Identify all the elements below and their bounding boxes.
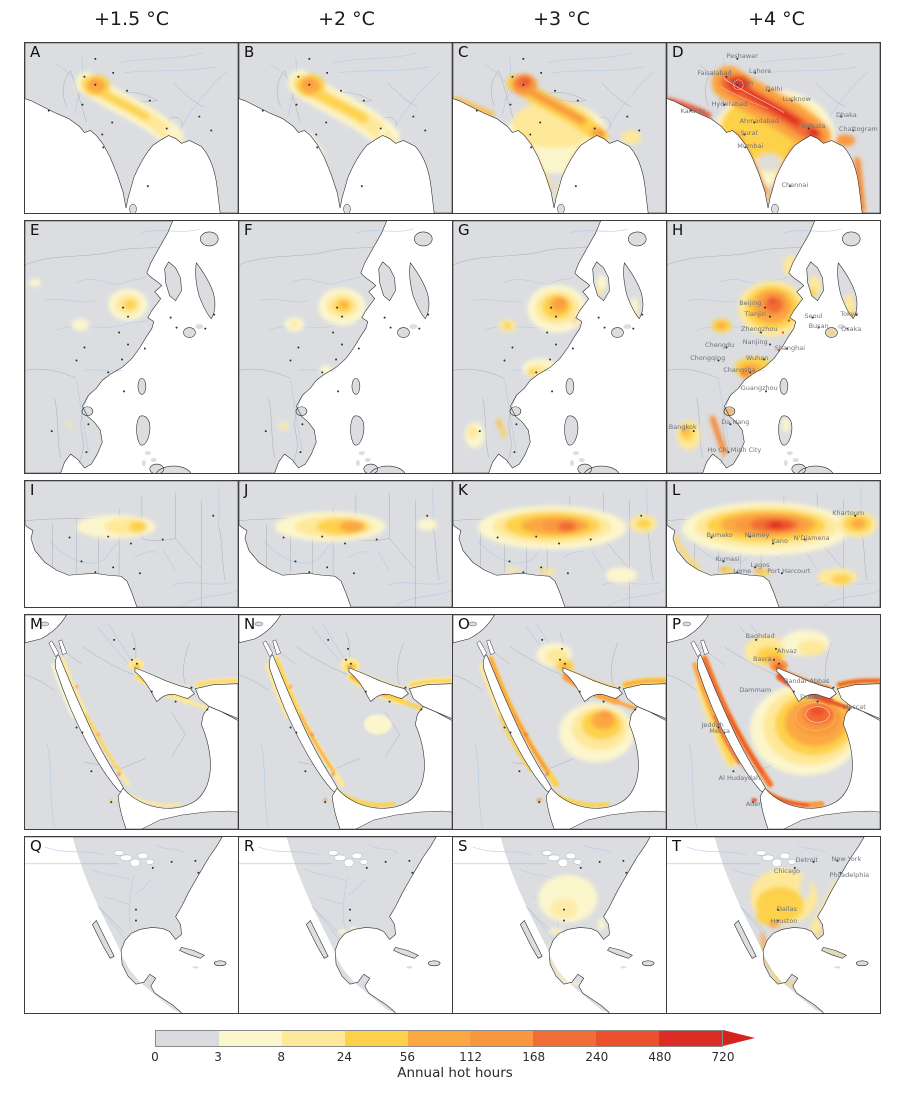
colorbar-ticks: 0 3 8 24 56 112 168 240 480 720 bbox=[151, 1050, 735, 1064]
panel-c: C bbox=[452, 42, 667, 214]
panel-p: Baghdad Ahvaz Basra Bandar Abbas Dammam Dubai… bbox=[666, 614, 881, 830]
panel-f: F bbox=[238, 220, 453, 474]
panel-i: I bbox=[24, 480, 239, 608]
panel-b: B bbox=[238, 42, 453, 214]
panel-a: A bbox=[24, 42, 239, 214]
colorbar-arrow bbox=[723, 1030, 755, 1046]
panel-letter: L bbox=[672, 481, 681, 499]
panel-letter: M bbox=[30, 615, 43, 633]
map-west-africa bbox=[453, 481, 666, 607]
map-east-asia bbox=[667, 221, 880, 473]
map-north-america bbox=[667, 837, 880, 1013]
map-south-asia bbox=[25, 43, 238, 213]
map-grid: A B C Peshawar Faisalabad Lahore Multan Delh… bbox=[24, 42, 884, 1014]
panel-letter: H bbox=[672, 221, 684, 239]
panel-letter: R bbox=[244, 837, 255, 855]
panel-n: N bbox=[238, 614, 453, 830]
colorbar-label: Annual hot hours bbox=[397, 1065, 513, 1081]
map-middle-east bbox=[667, 615, 880, 829]
map-east-asia bbox=[239, 221, 452, 473]
panel-l: Khartoum Bamako Niamey Kano N'Djamena Kumasi L… bbox=[666, 480, 881, 608]
panel-letter: Q bbox=[30, 837, 42, 855]
panel-letter: F bbox=[244, 221, 253, 239]
panel-m: M bbox=[24, 614, 239, 830]
panel-g: G bbox=[452, 220, 667, 474]
map-middle-east bbox=[453, 615, 666, 829]
map-north-america bbox=[453, 837, 666, 1013]
panel-letter: C bbox=[458, 43, 469, 61]
panel-letter: A bbox=[30, 43, 41, 61]
panel-letter: K bbox=[458, 481, 468, 499]
map-row-middle-east: M N O Baghdad Ahvaz Basra Bandar Abbas Damma… bbox=[24, 614, 884, 830]
map-south-asia bbox=[667, 43, 880, 213]
map-middle-east bbox=[25, 615, 238, 829]
colorbar-bar bbox=[155, 1030, 755, 1047]
panel-letter: T bbox=[672, 837, 682, 855]
colorbar-segments bbox=[155, 1030, 723, 1047]
panel-e: E bbox=[24, 220, 239, 474]
map-row-south-asia: A B C Peshawar Faisalabad Lahore Multan Delh… bbox=[24, 42, 884, 214]
column-headers: +1.5 °C +2 °C +3 °C +4 °C bbox=[24, 8, 884, 30]
map-east-asia bbox=[25, 221, 238, 473]
panel-letter: N bbox=[244, 615, 256, 633]
panel-r: R bbox=[238, 836, 453, 1014]
map-row-east-asia: E F G Beijing Tianjin Zhengzhou Chengdu Nanj… bbox=[24, 220, 884, 474]
panel-d: Peshawar Faisalabad Lahore Multan Delhi Luckn… bbox=[666, 42, 881, 214]
map-row-west-africa: I J K Khartoum Bamako Niamey Kano N'Djamena K… bbox=[24, 480, 884, 608]
panel-q: Q bbox=[24, 836, 239, 1014]
column-title-2: +2 °C bbox=[318, 8, 375, 30]
map-west-africa bbox=[667, 481, 880, 607]
map-north-america bbox=[239, 837, 452, 1013]
map-middle-east bbox=[239, 615, 452, 829]
map-row-north-america: Q R S Detroit Chicago New York Philadelphia… bbox=[24, 836, 884, 1014]
panel-t: Detroit Chicago New York Philadelphia Dallas… bbox=[666, 836, 881, 1014]
map-east-asia bbox=[453, 221, 666, 473]
colorbar: 0 3 8 24 56 112 168 240 480 720 Annual hot hours bbox=[24, 1030, 884, 1081]
panel-letter: G bbox=[458, 221, 470, 239]
panel-j: J bbox=[238, 480, 453, 608]
map-south-asia bbox=[239, 43, 452, 213]
map-west-africa bbox=[239, 481, 452, 607]
map-north-america bbox=[25, 837, 238, 1013]
panel-o: O bbox=[452, 614, 667, 830]
panel-k: K bbox=[452, 480, 667, 608]
panel-letter: O bbox=[458, 615, 470, 633]
panel-s: S bbox=[452, 836, 667, 1014]
map-west-africa bbox=[25, 481, 238, 607]
panel-letter: J bbox=[244, 481, 249, 499]
column-title-1: +1.5 °C bbox=[94, 8, 169, 30]
panel-h: Beijing Tianjin Zhengzhou Chengdu Nanjing Sha… bbox=[666, 220, 881, 474]
panel-letter: B bbox=[244, 43, 255, 61]
panel-letter: P bbox=[672, 615, 682, 633]
panel-letter: E bbox=[30, 221, 40, 239]
column-title-4: +4 °C bbox=[748, 8, 805, 30]
panel-letter: I bbox=[30, 481, 35, 499]
map-south-asia bbox=[453, 43, 666, 213]
column-title-3: +3 °C bbox=[533, 8, 590, 30]
panel-letter: S bbox=[458, 837, 468, 855]
panel-letter: D bbox=[672, 43, 684, 61]
